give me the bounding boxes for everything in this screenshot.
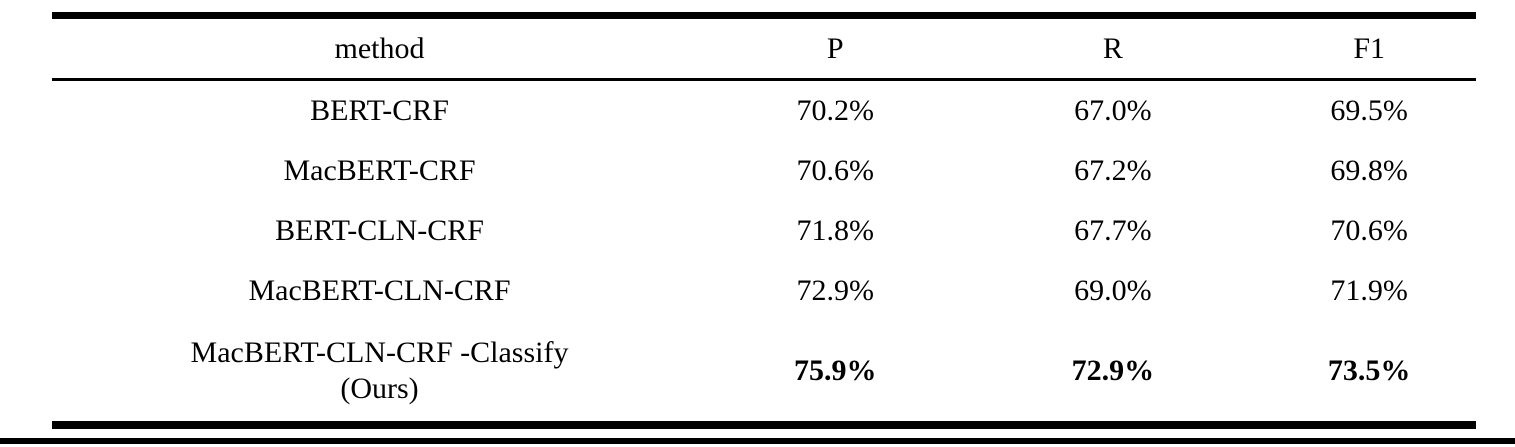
table-header-row: method P R F1 xyxy=(52,19,1476,78)
f1-cell: 71.9% xyxy=(1330,274,1408,307)
header-separator-rule xyxy=(52,78,1476,81)
method-line2: (Ours) xyxy=(340,372,419,405)
table-row: MacBERT-CRF 70.6% 67.2% 69.8% xyxy=(52,141,1476,201)
header-f1: F1 xyxy=(1353,31,1386,65)
method-cell: MacBERT-CLN-CRF xyxy=(248,274,511,307)
f1-cell: 73.5% xyxy=(1327,354,1411,387)
results-table: method P R F1 BERT-CRF 70.2% 67.0% 69.5%… xyxy=(52,12,1476,429)
header-p: P xyxy=(826,31,844,65)
r-cell: 69.0% xyxy=(1074,274,1152,307)
f1-cell: 69.8% xyxy=(1330,154,1408,187)
r-cell: 67.2% xyxy=(1074,154,1152,187)
p-cell: 75.9% xyxy=(793,354,877,387)
r-cell: 72.9% xyxy=(1071,354,1155,387)
r-cell: 67.0% xyxy=(1074,94,1152,127)
method-cell: BERT-CRF xyxy=(310,94,449,127)
table-row: MacBERT-CLN-CRF 72.9% 69.0% 71.9% xyxy=(52,261,1476,321)
method-cell: BERT-CLN-CRF xyxy=(275,214,484,247)
table-top-rule xyxy=(52,12,1476,19)
p-cell: 70.6% xyxy=(796,154,874,187)
table-row-ours: MacBERT-CLN-CRF -Classify (Ours) 75.9% 7… xyxy=(52,321,1476,421)
bottom-divider xyxy=(0,438,1515,444)
method-cell: MacBERT-CLN-CRF -Classify (Ours) xyxy=(52,335,707,407)
f1-cell: 69.5% xyxy=(1330,94,1408,127)
method-cell: MacBERT-CRF xyxy=(283,154,476,187)
p-cell: 70.2% xyxy=(796,94,874,127)
r-cell: 67.7% xyxy=(1074,214,1152,247)
table-row: BERT-CRF 70.2% 67.0% 69.5% xyxy=(52,81,1476,141)
f1-cell: 70.6% xyxy=(1330,214,1408,247)
p-cell: 71.8% xyxy=(796,214,874,247)
header-method: method xyxy=(334,31,425,65)
p-cell: 72.9% xyxy=(796,274,874,307)
table-row: BERT-CLN-CRF 71.8% 67.7% 70.6% xyxy=(52,201,1476,261)
method-line1: MacBERT-CLN-CRF -Classify xyxy=(190,336,569,369)
table-bottom-rule xyxy=(52,421,1476,429)
header-r: R xyxy=(1102,31,1123,65)
